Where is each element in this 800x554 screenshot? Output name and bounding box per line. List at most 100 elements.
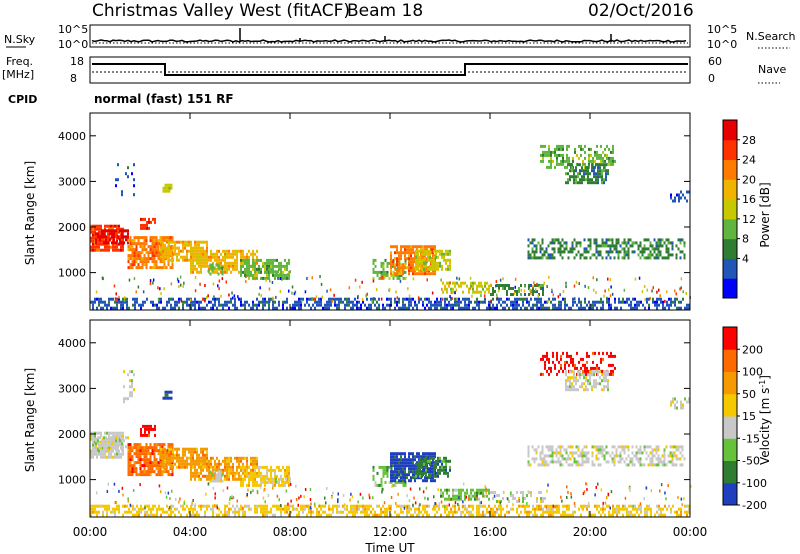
data-cell [600, 306, 602, 310]
data-cell [553, 247, 556, 251]
data-cell [234, 252, 236, 256]
data-cell [190, 456, 192, 460]
data-cell [264, 276, 266, 280]
data-cell [101, 439, 103, 443]
data-cell [668, 297, 670, 301]
data-cell [595, 256, 598, 260]
data-cell [448, 488, 450, 492]
data-cell [594, 150, 596, 154]
data-cell [246, 255, 248, 259]
data-cell [171, 236, 174, 240]
data-cell [280, 267, 282, 271]
data-cell [400, 464, 402, 468]
data-cell [127, 235, 129, 239]
data-cell [242, 249, 244, 253]
data-cell [570, 357, 572, 361]
data-cell [332, 510, 334, 514]
data-cell [314, 300, 316, 304]
data-cell [154, 220, 156, 224]
data-cell [248, 270, 250, 274]
data-cell [577, 463, 580, 467]
data-cell [143, 473, 146, 477]
noise-cell [333, 293, 335, 297]
data-cell [206, 255, 208, 259]
data-cell [206, 459, 208, 463]
data-cell [610, 150, 612, 154]
data-cell [566, 153, 568, 157]
noise-cell [194, 276, 197, 280]
data-cell [125, 229, 127, 233]
data-cell [250, 252, 252, 256]
data-cell [198, 261, 200, 265]
data-cell [605, 250, 608, 254]
data-cell [224, 303, 226, 307]
data-cell [204, 255, 206, 259]
data-cell [338, 510, 340, 514]
data-cell [204, 252, 206, 256]
data-cell [557, 241, 560, 245]
data-cell [504, 300, 506, 304]
data-cell [537, 463, 540, 467]
data-cell [394, 479, 396, 483]
data-cell [576, 351, 578, 355]
data-cell [137, 443, 140, 447]
data-cell [134, 297, 136, 301]
data-cell [577, 379, 579, 383]
data-cell [190, 504, 192, 508]
data-cell [653, 256, 656, 260]
data-cell [105, 241, 107, 245]
data-cell [368, 306, 370, 310]
data-cell [141, 257, 144, 261]
data-cell [129, 473, 132, 477]
data-cell [204, 513, 206, 517]
data-cell [417, 255, 419, 259]
data-cell [248, 474, 250, 478]
data-cell [115, 442, 117, 446]
data-cell [599, 169, 601, 173]
data-cell [492, 303, 494, 307]
data-cell [212, 297, 214, 301]
noise-cell [361, 298, 364, 301]
data-cell [419, 468, 421, 472]
data-cell [587, 178, 589, 182]
data-cell [238, 471, 240, 475]
data-cell [198, 255, 200, 259]
data-cell [226, 252, 228, 256]
data-cell [182, 243, 184, 247]
data-cell [244, 258, 246, 262]
data-cell [602, 150, 604, 154]
data-cell [276, 504, 278, 508]
data-cell [470, 497, 472, 501]
data-cell [95, 241, 97, 245]
data-cell [464, 494, 466, 498]
data-cell [412, 455, 414, 459]
data-cell [216, 258, 218, 262]
data-cell [192, 264, 194, 268]
data-cell [304, 303, 306, 307]
data-cell [278, 267, 280, 271]
data-cell [124, 504, 126, 508]
data-cell [254, 510, 256, 514]
data-cell [132, 504, 134, 508]
data-cell [184, 450, 186, 454]
data-cell [129, 443, 132, 447]
data-cell [222, 249, 224, 253]
data-cell [394, 251, 396, 255]
data-cell [272, 468, 274, 472]
freq-tick-bottom: 8 [70, 72, 77, 85]
data-cell [608, 147, 610, 151]
data-cell [258, 483, 260, 487]
noise-cell [533, 281, 535, 285]
data-cell [581, 460, 584, 464]
data-cell [256, 471, 258, 475]
data-cell [416, 461, 418, 465]
data-cell [612, 354, 614, 358]
noise-cell [384, 275, 386, 279]
data-cell [585, 451, 588, 455]
data-cell [435, 255, 437, 259]
data-cell [246, 465, 248, 469]
data-cell [656, 303, 658, 307]
data-cell [598, 300, 600, 304]
data-cell [254, 477, 256, 481]
data-cell [140, 217, 142, 221]
